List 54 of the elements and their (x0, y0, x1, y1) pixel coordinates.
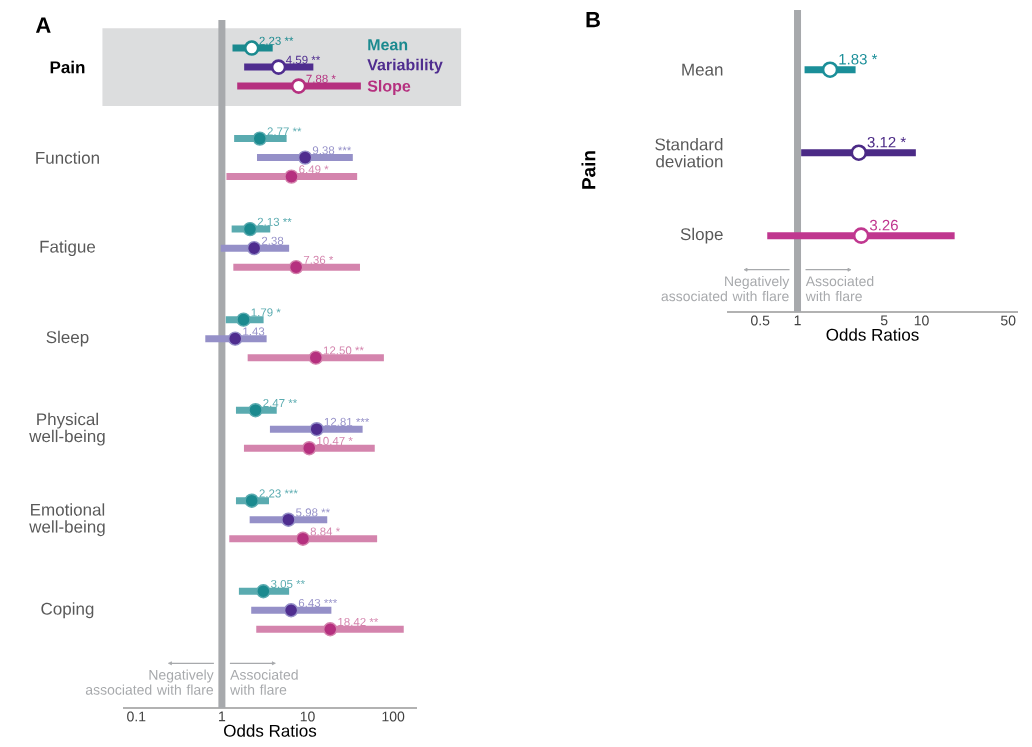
data-label: 2.47 ** (263, 398, 298, 407)
annotation: Associated with flare (805, 275, 874, 302)
chart-title: B (586, 12, 600, 28)
y-axis-title: Pain (581, 151, 596, 189)
annotation: Negatively associated with flare (661, 275, 790, 302)
x-tick-label: 5 (880, 315, 888, 326)
data-label: 12.50 ** (323, 346, 364, 355)
y-tick-label: Mean (682, 63, 723, 76)
x-axis-title: Odds Ratios (826, 328, 919, 341)
data-label: 2.38 (261, 236, 284, 245)
data-label: 8.84 * (310, 527, 340, 536)
text: Variability (367, 58, 443, 74)
data-label: 1.43 (243, 327, 265, 336)
y-tick-label: Pain (50, 60, 85, 74)
y-tick-label: Standard deviation (655, 137, 723, 168)
x-tick-label: 0.5 (751, 315, 770, 326)
y-tick-label: Fatigue (40, 240, 96, 257)
data-label: 12.81 *** (324, 417, 370, 426)
data-label: 4.59 ** (286, 55, 321, 64)
data-label: 1.79 * (251, 308, 281, 317)
data-label: 1.83 * (839, 53, 878, 65)
data-label: 7.36 * (303, 255, 334, 264)
data-label: 6.43 *** (298, 598, 338, 608)
data-label: 2.13 ** (257, 217, 292, 226)
y-tick-label: Function (36, 151, 99, 164)
text: Mean (368, 39, 408, 51)
annotation: Negatively associated with flare (85, 669, 214, 695)
data-label: 18.42 ** (338, 617, 379, 627)
data-label: 2.23 ** (259, 36, 294, 45)
x-tick-label: 0.1 (127, 711, 146, 722)
x-tick-label: 10 (300, 711, 315, 722)
data-label: 7.88 * (306, 74, 336, 83)
annotation: Associated with flare (230, 669, 298, 695)
x-tick-label: 100 (382, 711, 405, 722)
data-label: 9.38 *** (312, 146, 352, 155)
y-tick-label: Physical well-being (29, 412, 105, 446)
chart-title: A (35, 17, 51, 33)
x-tick-label: 1 (794, 315, 801, 326)
data-label: 10.47 * (317, 436, 353, 445)
x-tick-label: 10 (914, 315, 929, 326)
data-label: 5.98 ** (296, 508, 330, 517)
x-tick-label: 50 (1000, 315, 1016, 326)
text: Slope (367, 79, 411, 95)
data-label: 3.26 (869, 219, 898, 231)
y-tick-label: Coping (41, 602, 94, 619)
y-tick-label: Sleep (46, 330, 89, 347)
data-label: 3.05 ** (271, 579, 305, 589)
data-label: 3.12 * (867, 136, 906, 148)
y-tick-label: Emotional well-being (29, 503, 105, 537)
x-axis-title: Odds Ratios (224, 724, 317, 737)
y-tick-label: Slope (680, 227, 723, 244)
data-label: 6.49 * (299, 165, 329, 174)
x-tick-label: 1 (219, 711, 226, 722)
data-label: 2.23 *** (259, 489, 298, 498)
